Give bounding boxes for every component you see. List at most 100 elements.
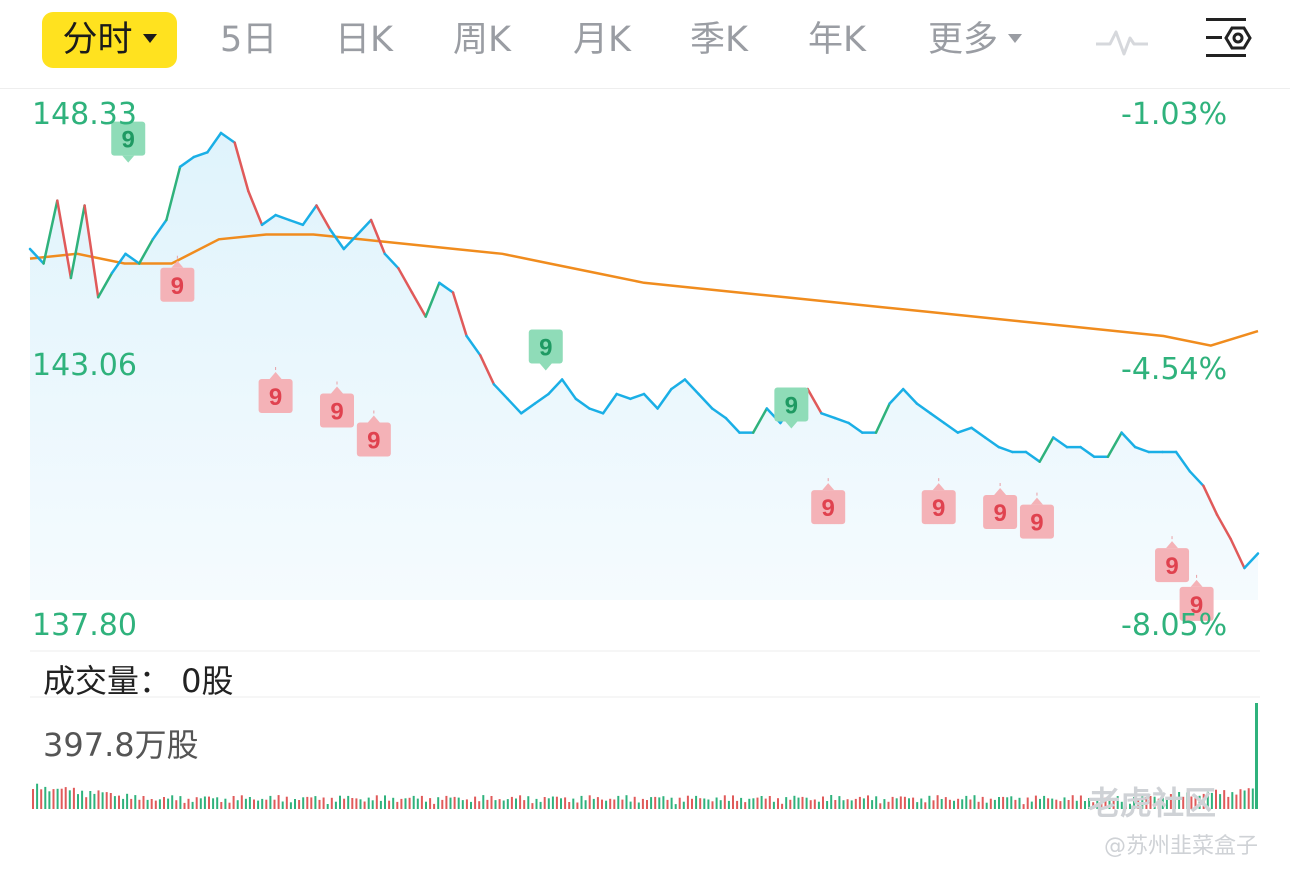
volume-bar xyxy=(355,798,358,809)
price-line-segment xyxy=(397,267,414,294)
tab-five-day[interactable]: 5日 xyxy=(220,20,278,60)
volume-bar xyxy=(253,799,255,809)
volume-bar xyxy=(580,795,583,809)
volume-bar xyxy=(621,799,624,809)
tab-month-k[interactable]: 月K xyxy=(573,20,631,60)
volume-bar xyxy=(44,786,47,809)
volume-bar xyxy=(36,783,39,809)
volume-bar xyxy=(289,802,292,809)
volume-bar xyxy=(920,798,923,809)
volume-bar xyxy=(1247,788,1250,809)
volume-bar xyxy=(1165,799,1168,809)
volume-bar xyxy=(367,797,370,809)
price-line-segment xyxy=(519,402,537,415)
volume-bar xyxy=(834,800,837,809)
volume-bar xyxy=(727,800,730,809)
signal-pointer xyxy=(1030,497,1043,505)
price-line-segment xyxy=(28,247,45,265)
signal-pointer xyxy=(122,155,135,163)
price-line-segment xyxy=(192,151,209,159)
volume-bar xyxy=(637,802,640,809)
settings-icon[interactable] xyxy=(1204,14,1256,64)
volume-bar xyxy=(195,797,198,809)
price-axis-top: 148.33 xyxy=(32,97,137,132)
volume-bar xyxy=(568,802,571,809)
volume-bar xyxy=(617,795,620,809)
price-line-segment xyxy=(342,233,359,251)
tab-week-k[interactable]: 周K xyxy=(453,20,511,60)
price-line-segment xyxy=(1202,484,1219,517)
volume-bar xyxy=(109,793,112,809)
price-area-fill xyxy=(30,133,1258,600)
buy-signal-badge: 9 xyxy=(111,121,146,163)
volume-bar xyxy=(326,804,329,809)
volume-bar xyxy=(445,795,448,809)
volume-bar xyxy=(1006,797,1009,809)
price-line-segment xyxy=(69,204,86,280)
volume-bar xyxy=(830,795,833,809)
volume-bar xyxy=(592,798,595,809)
volume-bar xyxy=(813,799,816,809)
sell-signal-badge: 9 xyxy=(320,381,354,428)
volume-bar xyxy=(457,797,460,809)
volume-bar xyxy=(908,798,910,809)
volume-bar xyxy=(404,798,407,809)
volume-bar xyxy=(867,795,869,809)
tab-more[interactable]: 更多 xyxy=(928,12,1023,68)
volume-bar xyxy=(977,801,980,809)
volume-bar xyxy=(515,798,517,809)
volume-bar xyxy=(805,797,808,809)
volume-bar xyxy=(130,798,133,809)
volume-bar xyxy=(302,797,305,809)
signal-label: 9 xyxy=(932,495,945,522)
volume-bar xyxy=(891,796,894,809)
volume-bar xyxy=(1100,798,1103,809)
volume-bar xyxy=(1108,796,1111,809)
volume-bar xyxy=(506,799,509,809)
tab-day-k[interactable]: 日K xyxy=(335,20,393,60)
price-line-segment xyxy=(383,252,400,270)
price-line-segment xyxy=(547,378,564,396)
volume-bar xyxy=(183,802,186,809)
volume-bar xyxy=(719,800,722,809)
volume-bar xyxy=(482,795,485,809)
volume-bar xyxy=(564,797,567,809)
price-line-segment xyxy=(724,416,741,434)
volume-bar xyxy=(789,799,792,809)
price-line-segment xyxy=(137,238,155,265)
volume-bar xyxy=(322,797,325,809)
signal-pointer xyxy=(331,386,343,394)
volume-bar xyxy=(953,800,955,809)
price-line-segment xyxy=(219,131,236,144)
volume-bar xyxy=(77,794,79,809)
sell-signal-badge: 9 xyxy=(921,478,956,525)
price-line-segment xyxy=(165,165,182,222)
price-line-segment xyxy=(1133,445,1151,454)
pulse-icon[interactable] xyxy=(1094,22,1150,62)
volume-bar xyxy=(903,796,906,809)
volume-bar xyxy=(32,789,34,809)
tab-intraday[interactable]: 分时 xyxy=(42,12,177,68)
volume-bar xyxy=(118,795,120,809)
signal-label: 9 xyxy=(822,495,835,522)
volume-bar xyxy=(850,800,853,809)
tab-year-k[interactable]: 年K xyxy=(808,20,866,60)
volume-bar xyxy=(646,800,648,809)
volume-bar xyxy=(60,788,63,809)
volume-bar xyxy=(220,802,223,809)
volume-bar xyxy=(363,801,366,809)
volume-bar xyxy=(531,803,534,809)
price-line-segment xyxy=(328,228,346,251)
price-line-segment xyxy=(629,392,646,401)
volume-bar xyxy=(932,800,935,809)
volume-bar xyxy=(858,796,861,809)
volume-bar xyxy=(343,798,346,809)
volume-bar xyxy=(666,799,669,809)
volume-bar xyxy=(126,793,129,809)
volume-bar xyxy=(269,795,272,809)
volume-bar xyxy=(641,798,644,809)
volume-bar xyxy=(662,796,665,809)
volume-bar xyxy=(1145,797,1148,809)
tab-season-k[interactable]: 季K xyxy=(690,20,748,60)
